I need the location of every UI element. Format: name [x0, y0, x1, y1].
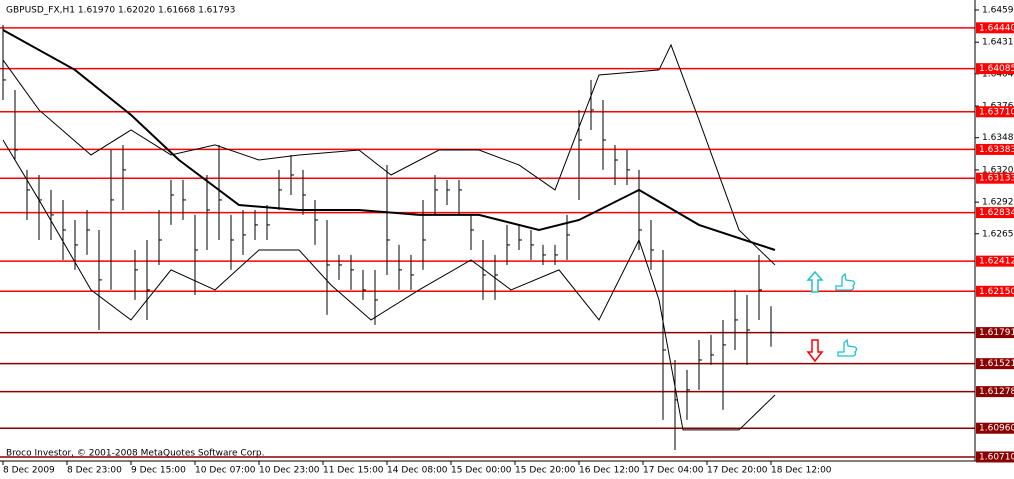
- x-tick-label: 9 Dec 15:00: [131, 466, 186, 476]
- x-tick-label: 8 Dec 2009: [3, 466, 55, 476]
- indicator-line: [2, 43, 776, 266]
- copyright: Broco Investor, © 2001-2008 MetaQuotes S…: [6, 449, 265, 459]
- x-tick-label: 10 Dec 23:00: [259, 466, 320, 476]
- level-label-box: [976, 422, 1014, 434]
- level-label-box: [976, 207, 1014, 219]
- up-arrow: [806, 270, 824, 293]
- level-label: 1.61521: [979, 359, 1014, 369]
- level-label-box: [976, 327, 1014, 339]
- level-label: 1.62412: [979, 257, 1014, 267]
- level-label-box: [976, 255, 1014, 267]
- x-tick-label: 16 Dec 12:00: [579, 466, 640, 476]
- y-tick-label: 1.64315: [982, 38, 1014, 48]
- level-label-box: [976, 63, 1014, 75]
- level-label: 1.60960: [979, 424, 1014, 434]
- y-tick-label: 1.62650: [982, 229, 1014, 239]
- level-label: 1.60710: [979, 452, 1014, 462]
- y-tick-label: 1.63485: [982, 133, 1014, 143]
- y-tick-label: 1.62925: [982, 198, 1014, 208]
- level-label: 1.64085: [979, 64, 1014, 74]
- level-label-box: [976, 358, 1014, 370]
- level-label-box: [976, 143, 1014, 155]
- x-tick-label: 14 Dec 08:00: [387, 466, 448, 476]
- level-label: 1.63383: [979, 145, 1014, 155]
- level-label-box: [976, 106, 1014, 118]
- x-tick-label: 8 Dec 23:00: [67, 466, 122, 476]
- level-label-box: [976, 22, 1014, 34]
- x-tick-label: 10 Dec 07:00: [195, 466, 256, 476]
- x-tick-label: 18 Dec 12:00: [771, 466, 832, 476]
- plot-area: [0, 24, 975, 458]
- x-tick-label: 15 Dec 00:00: [451, 466, 512, 476]
- x-tick-label: 11 Dec 15:00: [323, 466, 384, 476]
- level-label: 1.61791: [979, 328, 1014, 338]
- level-label: 1.64440: [979, 23, 1014, 33]
- level-label: 1.62150: [979, 287, 1014, 297]
- indicator-line: [2, 139, 776, 431]
- level-label: 1.63133: [979, 174, 1014, 184]
- y-tick-label: 1.64040: [982, 69, 1014, 79]
- x-tick-label: 17 Dec 20:00: [707, 466, 768, 476]
- x-tick-label: 15 Dec 20:00: [515, 466, 576, 476]
- level-label-box: [976, 172, 1014, 184]
- thumb-up: [835, 272, 856, 291]
- down-arrow: [806, 339, 824, 363]
- level-label: 1.63710: [979, 107, 1014, 117]
- indicator-line: [2, 29, 776, 251]
- x-tick-label: 17 Dec 04:00: [643, 466, 704, 476]
- level-label: 1.61278: [979, 387, 1014, 397]
- level-label: 1.62834: [979, 208, 1014, 218]
- level-label-box: [976, 285, 1014, 297]
- y-tick-label: 1.63205: [982, 165, 1014, 175]
- chart-title: GBPUSD_FX,H1 1.61970 1.62020 1.61668 1.6…: [6, 6, 235, 16]
- level-label-box: [976, 386, 1014, 398]
- y-tick-label: 1.64595: [982, 5, 1014, 15]
- level-label-box: [976, 451, 1014, 463]
- thumb-down: [837, 338, 858, 357]
